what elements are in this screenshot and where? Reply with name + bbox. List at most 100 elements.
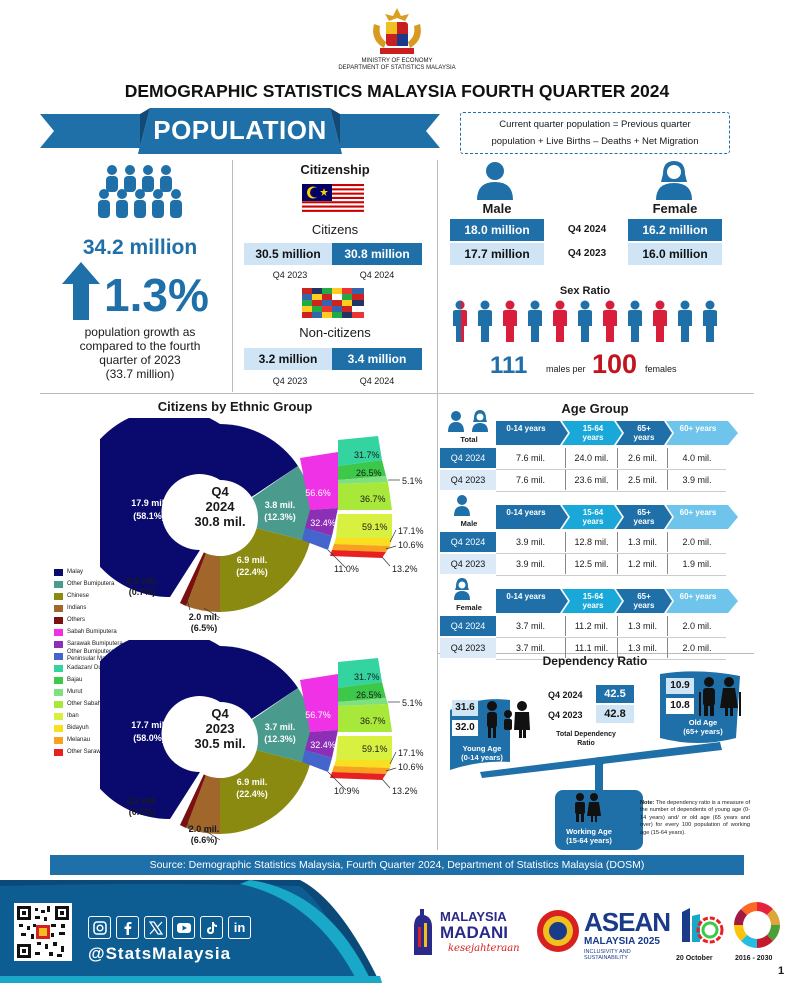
legend-label: Others (67, 616, 86, 623)
donut-2023-othersarawak: 13.2% (392, 786, 418, 796)
legend-item: Kadazan/ Dusun (54, 662, 144, 674)
qr-code-icon[interactable] (14, 903, 72, 961)
growth-text-2: compared to the fourth (79, 339, 201, 353)
legend-item: Others (54, 614, 144, 626)
sex-ratio-title: Sex Ratio (559, 285, 611, 297)
age-row-value: 3.9 mil. (496, 554, 566, 574)
donut-2023-sarawak: 32.4% (310, 740, 336, 750)
legend-item: Bajau (54, 674, 144, 686)
donut-2023-kadazan: 31.7% (354, 672, 380, 682)
legend-label: Sabah Bumiputera (67, 628, 117, 635)
source-bar: Source: Demographic Statistics Malaysia,… (50, 855, 744, 875)
donut-2024-malay: 17.9 mil. (131, 498, 167, 508)
age-header-bar (496, 589, 738, 613)
donut-2024-sarawak: 32.4% (310, 518, 336, 528)
age-group-label: Female (456, 603, 482, 612)
age-group-icon (446, 410, 492, 432)
donut-2023-melanau: 10.6% (398, 762, 424, 772)
donut-2024-penin: 11.0% (334, 564, 359, 574)
legend-swatch (54, 724, 63, 732)
age-row-value: 2.6 mil. (618, 448, 668, 468)
donut-2023-indians-pct: (6.6%) (190, 835, 218, 845)
age-header-label: 60+ years (679, 424, 717, 433)
donut-2024-othersarawak: 13.2% (392, 564, 418, 574)
age-row-quarter: Q4 2024 (440, 532, 496, 552)
age-header-label: 60+ years (679, 592, 717, 601)
legend-item: Indians (54, 602, 144, 614)
age-row-value: 1.3 mil. (618, 638, 668, 658)
tiktok-icon[interactable] (200, 916, 223, 939)
dep-total-2024: 42.5 (596, 685, 634, 703)
legend-swatch (54, 568, 63, 576)
legend-swatch (54, 688, 63, 696)
donut-2024-iban: 59.1% (362, 522, 388, 532)
age-row-value: 11.2 mil. (566, 616, 618, 636)
age-row-value: 24.0 mil. (566, 448, 618, 468)
donut-2024-chinese-pct: (22.4%) (236, 567, 268, 577)
age-row-value: 12.5 mil. (566, 554, 618, 574)
dep-total-2023: 42.8 (596, 705, 634, 723)
legend-item: Bidayuh (54, 722, 144, 734)
donut-2024-othersabah: 36.7% (360, 494, 386, 504)
age-header-label: 0-14 years (506, 508, 546, 517)
donut-2023-sabah: 56.7% (305, 710, 331, 720)
madani-3: kesejahteraan (448, 943, 520, 954)
age-row-value: 2.5 mil. (618, 470, 668, 490)
age-row-value: 4.0 mil. (682, 453, 712, 463)
female-avatar-icon (655, 160, 693, 200)
donut-2024-bajau: 26.5% (356, 468, 382, 478)
asean-3: INCLUSIVITY AND SUSTAINABILITY (584, 949, 631, 961)
population-total: 34.2 million (82, 236, 198, 259)
linkedin-icon[interactable]: in (228, 916, 251, 939)
formula-box: Current quarter population = Previous qu… (460, 112, 730, 154)
donut-2023-otherbumi-pct: (12.3%) (264, 734, 296, 744)
youtube-icon[interactable] (172, 916, 195, 939)
working-label-2: (15-64 years) (566, 836, 612, 845)
age-row-value: 1.2 mil. (618, 554, 668, 574)
legend-swatch (54, 604, 63, 612)
dep-total-label: Total Dependency Ratio (556, 731, 616, 747)
legend-item: Malay (54, 566, 144, 578)
noncitizens-label: Non-citizens (299, 325, 371, 340)
donut-2023-malay: 17.7 mil. (131, 720, 167, 730)
donut-2023-q: Q4 (211, 706, 229, 721)
department-name: DEPARTMENT OF STATISTICS MALAYSIA (338, 65, 456, 71)
facebook-icon[interactable] (116, 916, 139, 939)
young-label-2: (0-14 years) (461, 753, 503, 762)
male-label: Male (482, 201, 512, 216)
world-flags-icon (302, 288, 364, 318)
age-row-quarter: Q4 2024 (440, 448, 496, 468)
social-handle[interactable]: @StatsMalaysia (88, 944, 232, 963)
age-row-value: 2.0 mil. (682, 643, 712, 653)
citizens-2023-value: 30.5 million (244, 243, 332, 265)
donut-2023-bajau: 26.5% (356, 690, 382, 700)
donut-2023-indians: 2.0 mil. (188, 824, 220, 834)
legend-label: Indians (67, 604, 87, 611)
donut-2024-q: Q4 (211, 484, 229, 499)
instagram-icon[interactable] (88, 916, 111, 939)
age-row-value: 2.0 mil. (682, 537, 712, 547)
legend-label: Kadazan/ Dusun (67, 664, 112, 671)
legend-item: Sarawak Bumiputera (54, 638, 144, 650)
donut-2024-sabah: 56.6% (305, 488, 331, 498)
legend-item: Other Bumiputera (54, 578, 144, 590)
age-row-value: 12.8 mil. (566, 532, 618, 552)
legend-label: Melanau (67, 736, 91, 743)
social-icons: in (88, 916, 258, 940)
legend-swatch (54, 640, 63, 648)
x-twitter-icon[interactable] (144, 916, 167, 939)
working-label-1: Working Age (566, 827, 612, 836)
formula-line-1: Current quarter population = Previous qu… (499, 119, 691, 130)
citizens-q4-2023: Q4 2023 (272, 270, 308, 280)
age-group-label: Total (460, 435, 478, 444)
population-banner (40, 108, 440, 154)
sex-q4-2024: Q4 2024 (567, 224, 607, 235)
legend-swatch (54, 736, 63, 744)
female-2024-value: 16.2 million (628, 219, 722, 241)
up-arrow-icon (62, 262, 100, 320)
legend-swatch (54, 652, 63, 660)
age-row-value: 1.3 mil. (618, 616, 668, 636)
sex-ratio-males: 111 (490, 352, 528, 379)
female-2023-value: 16.0 million (628, 243, 722, 265)
legend-item: Iban (54, 710, 144, 722)
